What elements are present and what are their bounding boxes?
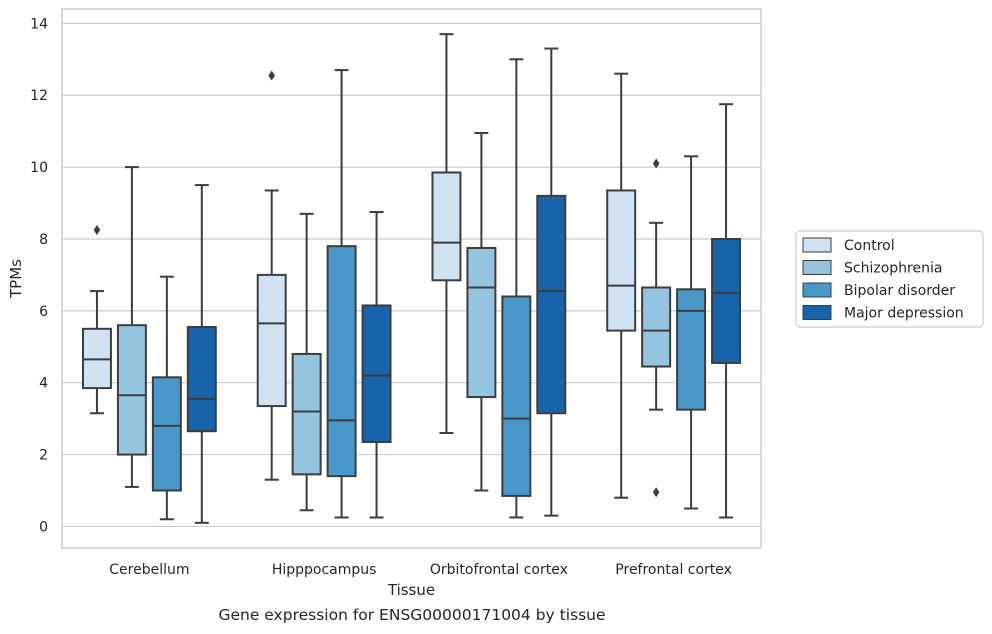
box-3-0 <box>606 72 637 499</box>
box-body <box>466 246 497 399</box>
box-3-1 <box>641 158 672 498</box>
box-0-2 <box>151 275 182 521</box>
box-body <box>291 352 322 476</box>
x-tick-label: Cerebellum <box>109 562 189 578</box>
legend-label: Bipolar disorder <box>844 283 955 299</box>
box-2-1 <box>466 131 497 492</box>
legend-swatch <box>802 237 832 253</box>
y-tick-label: 12 <box>30 88 48 104</box>
box-3-2 <box>676 155 707 510</box>
legend: Control Schizophrenia Bipolar disorder Majo… <box>795 230 984 328</box>
plot-frame <box>61 8 762 549</box>
box-3-3 <box>711 103 742 519</box>
box-body <box>711 237 742 364</box>
box-body <box>361 304 392 443</box>
legend-label: Control <box>844 238 895 254</box>
box-body <box>536 194 567 415</box>
y-tick-label: 4 <box>39 376 48 392</box>
box-1-1 <box>291 212 322 512</box>
flier-point <box>652 158 660 169</box>
legend-swatch <box>802 305 832 320</box>
box-1-3 <box>361 211 392 519</box>
box-0-1 <box>116 166 147 488</box>
legend-swatch <box>802 282 832 298</box>
box-0-0 <box>81 224 112 415</box>
box-body <box>151 376 182 492</box>
flier-point <box>93 224 101 235</box>
box-body <box>186 326 217 433</box>
y-tick-label: 10 <box>30 160 48 176</box>
box-1-0 <box>256 70 287 481</box>
y-tick-label: 6 <box>39 304 48 320</box>
box-body <box>116 324 147 456</box>
box-body <box>606 189 637 332</box>
x-axis-label: Tissue <box>387 581 435 599</box>
box-2-0 <box>431 33 462 435</box>
y-tick-label: 14 <box>30 16 48 32</box>
box-groups <box>81 33 742 524</box>
box-body <box>431 171 462 282</box>
box-1-2 <box>326 69 357 519</box>
y-tick-label: 8 <box>39 232 48 248</box>
y-axis-label: TPMs <box>7 259 25 299</box>
box-body <box>501 295 532 497</box>
flier-point <box>652 487 660 498</box>
box-body <box>676 288 707 411</box>
box-body <box>641 286 672 368</box>
y-tick-labels: 0 2 4 6 8 10 12 14 <box>30 16 48 535</box>
legend-label: Schizophrenia <box>844 261 942 277</box>
box-2-3 <box>536 47 567 517</box>
figure-caption: Gene expression for ENSG00000171004 by t… <box>218 606 606 624</box>
legend-swatch <box>802 260 832 275</box>
box-body <box>256 273 287 408</box>
y-tick-label: 2 <box>39 448 48 464</box>
legend-label: Major depression <box>844 306 964 322</box>
box-0-3 <box>186 184 217 524</box>
x-tick-labels: Cerebellum Hipppocampus Orbitofrontal cort… <box>109 562 732 578</box>
x-tick-label: Prefrontal cortex <box>615 562 732 578</box>
legend-frame <box>795 230 984 328</box>
x-tick-label: Orbitofrontal cortex <box>430 562 568 578</box>
y-tick-label: 0 <box>39 519 48 535</box>
flier-point <box>268 70 275 81</box>
x-tick-label: Hipppocampus <box>272 562 377 578</box>
box-body <box>326 245 357 478</box>
box-2-2 <box>501 58 532 519</box>
